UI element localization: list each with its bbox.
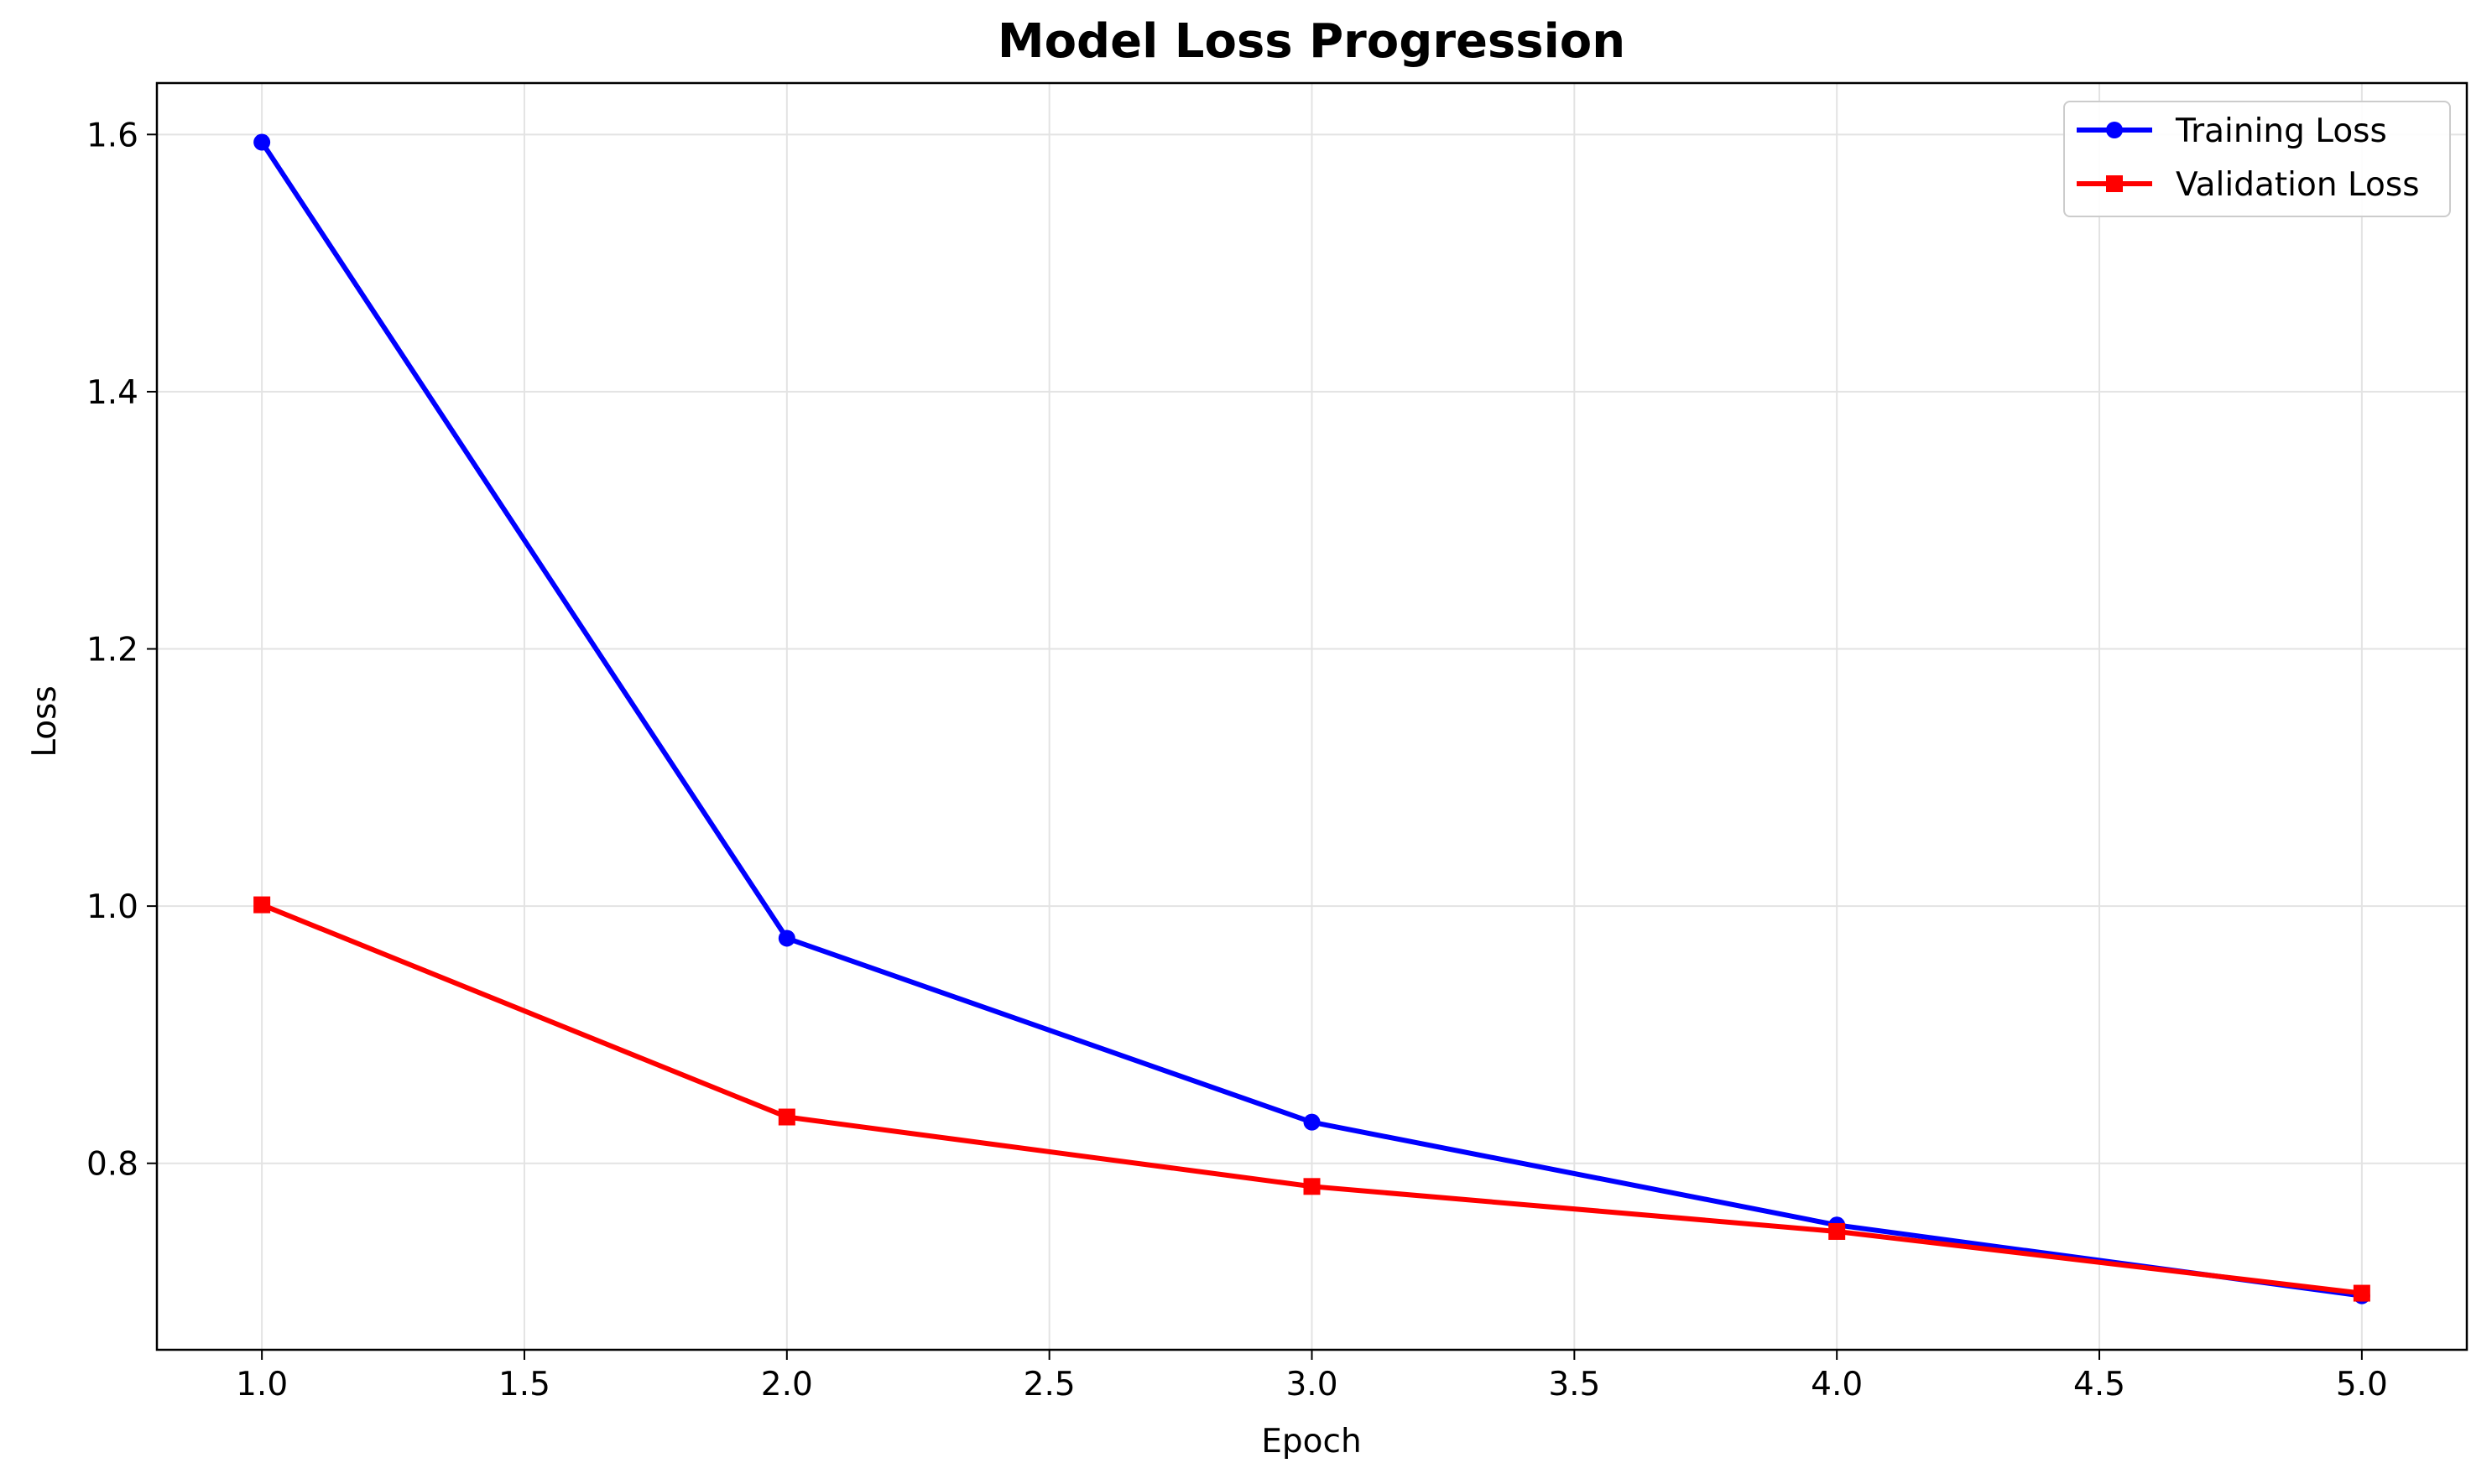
x-tick-label: 2.5: [1024, 1366, 1076, 1403]
x-tick-label: 1.5: [498, 1366, 550, 1403]
legend-box: [2063, 101, 2451, 217]
x-tick-label: 4.5: [2073, 1366, 2125, 1403]
training-loss-point: [1303, 1113, 1321, 1131]
legend-validation-loss-label: Validation Loss: [2176, 166, 2420, 204]
validation-loss-point: [2353, 1284, 2370, 1302]
grid-lines: [157, 83, 2467, 1350]
legend-validation-loss-marker: [2106, 175, 2123, 192]
y-tick-label: 1.4: [86, 374, 138, 412]
x-axis-label: Epoch: [1261, 1423, 1361, 1461]
legend-training-loss-label: Training Loss: [2175, 112, 2387, 150]
y-tick-label: 1.2: [86, 632, 138, 669]
legend-entries: Training Loss Validation Loss: [2077, 112, 2420, 204]
legend-training-loss-marker: [2106, 122, 2123, 138]
data-series: [253, 133, 2370, 1304]
validation-loss-point: [253, 896, 271, 914]
x-tick-label: 3.0: [1285, 1366, 1337, 1403]
validation-loss-point: [1303, 1178, 1321, 1195]
chart-title: Model Loss Progression: [998, 14, 1625, 69]
training-loss-point: [253, 133, 271, 151]
x-tick-label: 4.0: [1811, 1366, 1863, 1403]
y-tick-label: 1.6: [86, 117, 138, 154]
y-axis-label: Loss: [26, 685, 64, 758]
axis-ticks: 1.0 1.5 2.0 2.5 3.0 3.5 4.0 4.5 5.0 0.8 1.0 1.2 1.4 1…: [86, 117, 2388, 1403]
x-tick-label: 2.0: [761, 1366, 813, 1403]
validation-loss-point: [1828, 1222, 1846, 1240]
legend: Training Loss Validation Loss: [2063, 101, 2451, 217]
y-tick-label: 0.8: [86, 1146, 138, 1184]
y-tick-label: 1.0: [86, 888, 138, 926]
training-loss-point: [778, 929, 795, 947]
validation-loss-point: [778, 1108, 795, 1126]
x-tick-label: 1.0: [236, 1366, 288, 1403]
x-tick-label: 5.0: [2336, 1366, 2388, 1403]
x-tick-label: 3.5: [1548, 1366, 1600, 1403]
